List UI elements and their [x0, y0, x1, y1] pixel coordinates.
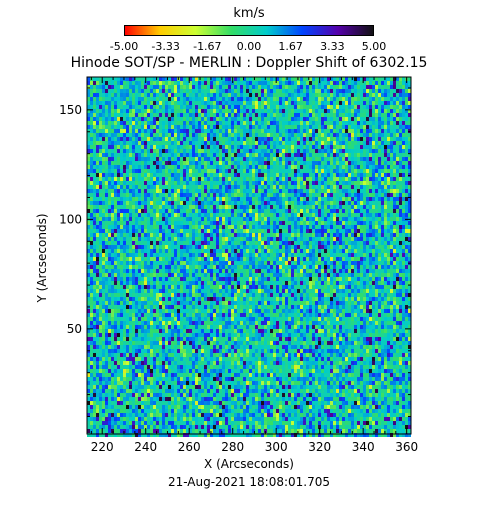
y-axis-label: Y (Arcseconds)	[35, 213, 49, 303]
x-tick-label: 300	[265, 440, 288, 454]
y-tick-label: 100	[59, 212, 82, 226]
colorbar-tick-label: -1.67	[193, 40, 222, 53]
axes: 220 240 260 280 300 320 340 360 50 100 150	[59, 77, 418, 454]
timestamp: 21-Aug-2021 18:08:01.705	[167, 475, 331, 489]
chart-title: Hinode SOT/SP - MERLIN : Doppler Shift o…	[70, 55, 428, 71]
x-tick-label: 260	[178, 440, 201, 454]
colorbar-tick-labels: -5.00 -3.33 -1.67 0.00 1.67 3.33 5.00	[96, 40, 406, 54]
x-axis-label: X (Arcseconds)	[204, 457, 294, 471]
plot-frame	[86, 76, 412, 435]
colorbar-tick-label: 1.67	[278, 40, 303, 53]
x-tick-label: 240	[134, 440, 157, 454]
x-tick-label: 340	[352, 440, 375, 454]
x-tick-label: 320	[308, 440, 331, 454]
colorbar-tick-label: 5.00	[361, 40, 387, 53]
colorbar-tick-label: -3.33	[151, 40, 180, 53]
y-tick-label: 50	[67, 322, 82, 336]
colorbar	[124, 25, 374, 36]
colorbar-tick-label: 0.00	[236, 40, 262, 53]
x-tick-label: 280	[221, 440, 244, 454]
x-tick-label: 360	[395, 440, 418, 454]
heatmap-cells	[87, 77, 411, 437]
colorbar-tick-label: 3.33	[320, 40, 345, 53]
x-tick-label: 220	[91, 440, 114, 454]
colorbar-unit-label: km/s	[233, 6, 265, 21]
colorbar-tick-label: -5.00	[109, 40, 139, 53]
y-tick-label: 150	[59, 103, 82, 117]
